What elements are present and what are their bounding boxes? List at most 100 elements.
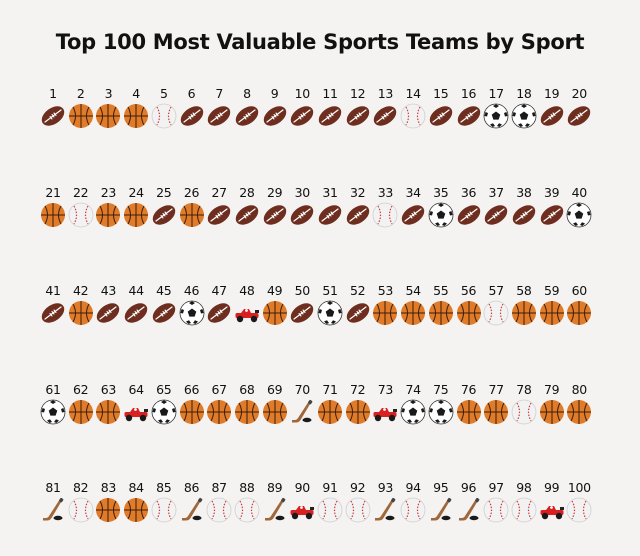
- baseball-icon: [400, 497, 426, 523]
- team-mark: 27: [205, 185, 233, 228]
- rank-label: 58: [516, 283, 532, 298]
- team-mark: 67: [205, 382, 233, 425]
- baseball-icon: [151, 103, 177, 129]
- baseball-icon: [234, 497, 260, 523]
- team-mark: 28: [233, 185, 261, 228]
- rank-label: 25: [156, 184, 172, 200]
- team-mark: 85: [150, 481, 178, 523]
- team-mark: 94: [399, 481, 427, 523]
- rank-label: 52: [350, 283, 366, 298]
- baseball-icon: [400, 103, 426, 129]
- rank-label: 15: [433, 86, 449, 101]
- basketball-icon: [96, 202, 121, 227]
- rank-label: 60: [571, 283, 588, 298]
- team-mark: 63: [94, 382, 122, 425]
- rank-label: 93: [377, 480, 394, 495]
- rank-label: 83: [100, 480, 117, 495]
- rank-label: 66: [183, 381, 200, 397]
- team-mark: 8: [233, 87, 261, 129]
- rank-label: 43: [100, 283, 117, 298]
- rank-label: 1: [49, 86, 57, 101]
- team-mark: 24: [122, 184, 150, 228]
- hockey-icon: [264, 497, 285, 521]
- team-mark: 54: [399, 284, 427, 326]
- baseball-icon: [151, 497, 177, 523]
- basketball-icon: [179, 399, 204, 424]
- team-mark: 4: [122, 87, 150, 129]
- rank-label: 92: [350, 480, 366, 495]
- football-icon: [207, 106, 231, 126]
- rank-label: 68: [239, 381, 255, 397]
- rank-label: 24: [128, 184, 144, 200]
- football-icon: [540, 204, 563, 225]
- soccer-icon: [40, 399, 66, 424]
- rank-label: 88: [239, 480, 255, 495]
- rank-label: 5: [159, 86, 168, 101]
- rank-label: 98: [516, 480, 532, 495]
- soccer-icon: [400, 399, 426, 424]
- basketball-icon: [68, 301, 93, 325]
- rank-label: 17: [488, 86, 505, 101]
- team-mark: 58: [510, 284, 538, 326]
- rank-label: 91: [322, 480, 338, 495]
- rank-label: 81: [45, 480, 61, 495]
- football-icon: [512, 204, 536, 225]
- rank-label: 48: [239, 283, 255, 298]
- rank-label: 56: [460, 283, 477, 298]
- team-mark: 73: [371, 382, 399, 425]
- rank-label: 42: [73, 283, 89, 298]
- rank-label: 50: [294, 283, 311, 298]
- rank-label: 39: [543, 184, 560, 200]
- rank-label: 32: [350, 184, 366, 200]
- rank-label: 19: [543, 86, 560, 101]
- baseball-icon: [483, 300, 509, 326]
- football-icon: [263, 106, 286, 126]
- team-mark: 96: [455, 481, 483, 523]
- baseball-icon: [483, 497, 509, 523]
- f1-icon: [235, 309, 259, 323]
- team-mark: 79: [538, 382, 566, 425]
- rank-label: 61: [45, 381, 61, 397]
- team-mark: 7: [205, 87, 233, 129]
- basketball-icon: [207, 399, 232, 424]
- basketball-icon: [179, 202, 204, 227]
- team-mark: 46: [178, 284, 206, 326]
- basketball-icon: [318, 399, 342, 424]
- basketball-icon: [456, 399, 481, 424]
- rank-label: 78: [516, 381, 532, 397]
- football-icon: [235, 106, 259, 126]
- soccer-icon: [179, 300, 204, 326]
- team-mark: 50: [288, 284, 316, 326]
- basketball-icon: [262, 301, 287, 325]
- basketball-icon: [96, 399, 121, 424]
- team-mark: 41: [39, 284, 67, 326]
- team-mark: 30: [288, 185, 316, 228]
- team-mark: 23: [94, 185, 122, 228]
- team-mark: 9: [261, 87, 289, 129]
- football-icon: [484, 204, 508, 225]
- rank-label: 21: [45, 184, 61, 200]
- team-mark: 59: [538, 284, 566, 326]
- football-icon: [180, 106, 203, 126]
- rank-label: 64: [128, 381, 144, 397]
- basketball-icon: [373, 301, 398, 325]
- basketball-icon: [96, 498, 121, 522]
- team-mark: 10: [288, 87, 316, 129]
- soccer-icon: [151, 399, 177, 424]
- basketball-icon: [539, 399, 564, 424]
- rank-label: 4: [132, 86, 140, 101]
- team-mark: 34: [399, 185, 427, 228]
- team-mark: 48: [233, 284, 261, 326]
- football-icon: [207, 204, 231, 225]
- football-icon: [41, 106, 65, 126]
- team-mark: 68: [233, 381, 261, 425]
- team-mark: 35: [427, 185, 455, 228]
- rank-label: 7: [215, 86, 224, 101]
- rank-label: 41: [45, 283, 61, 298]
- team-mark: 86: [178, 481, 206, 523]
- rank-label: 87: [211, 480, 228, 495]
- rank-label: 65: [156, 381, 172, 397]
- team-mark: 51: [316, 284, 344, 326]
- rank-label: 90: [294, 480, 311, 495]
